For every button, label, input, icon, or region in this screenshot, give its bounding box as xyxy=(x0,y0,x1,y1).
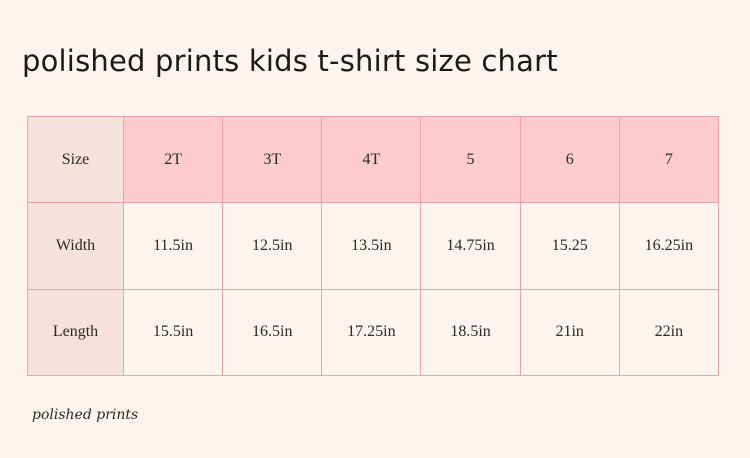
table-cell: 14.75in xyxy=(420,202,521,290)
row-label-width: Width xyxy=(27,202,124,290)
brand-footer: polished prints xyxy=(32,407,139,423)
table-row-size: Size 2T 3T 4T 5 6 7 xyxy=(27,115,720,204)
table-cell: 13.5in xyxy=(321,202,422,290)
table-cell: 12.5in xyxy=(222,202,323,290)
table-cell: 22in xyxy=(618,288,720,377)
table-cell: 15.25 xyxy=(519,202,620,290)
page-title: polished prints kids t-shirt size chart xyxy=(22,44,558,78)
row-label-length: Length xyxy=(27,288,124,377)
size-header-3t: 3T xyxy=(222,115,323,204)
size-header-7: 7 xyxy=(618,115,720,204)
table-cell: 16.5in xyxy=(222,288,323,377)
table-cell: 21in xyxy=(519,288,620,377)
table-cell: 18.5in xyxy=(420,288,521,377)
row-label-size: Size xyxy=(27,115,124,204)
table-cell: 15.5in xyxy=(122,288,224,377)
size-header-5: 5 xyxy=(420,115,521,204)
size-header-4t: 4T xyxy=(321,115,422,204)
table-cell: 11.5in xyxy=(122,202,224,290)
size-header-6: 6 xyxy=(519,115,620,204)
table-row-width: Width 11.5in 12.5in 13.5in 14.75in 15.25… xyxy=(27,202,720,290)
table-row-length: Length 15.5in 16.5in 17.25in 18.5in 21in… xyxy=(27,288,720,377)
size-header-2t: 2T xyxy=(122,115,224,204)
table-cell: 17.25in xyxy=(321,288,422,377)
table-cell: 16.25in xyxy=(618,202,720,290)
size-chart-table: Size 2T 3T 4T 5 6 7 Width 11.5in 12.5in … xyxy=(27,115,720,377)
